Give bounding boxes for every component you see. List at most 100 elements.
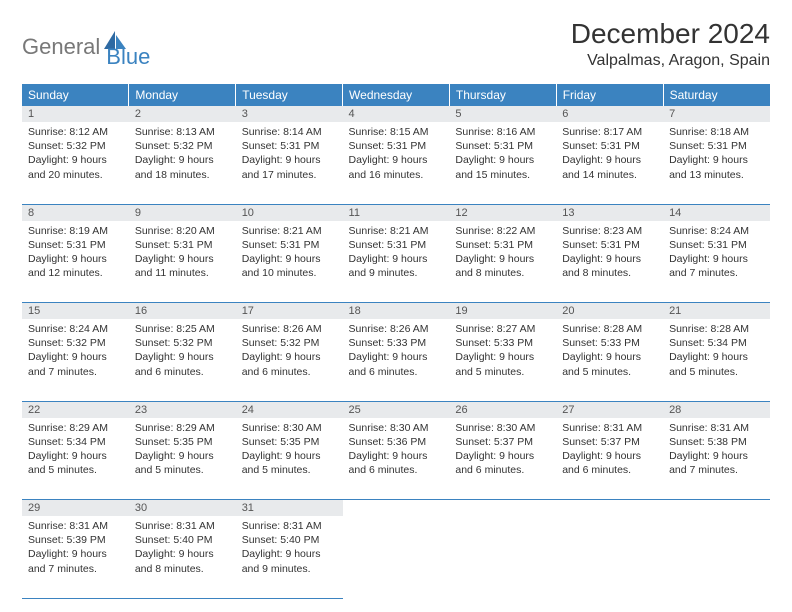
daylight-text-1: Daylight: 9 hours: [349, 252, 444, 266]
daynum-row: 22232425262728: [22, 401, 770, 418]
daylight-text-1: Daylight: 9 hours: [135, 547, 230, 561]
daylight-text-2: and 5 minutes.: [135, 463, 230, 477]
daylight-text-2: and 15 minutes.: [455, 168, 550, 182]
daylight-text-1: Daylight: 9 hours: [28, 547, 123, 561]
day-cell: Sunrise: 8:20 AMSunset: 5:31 PMDaylight:…: [129, 221, 236, 303]
daylight-text-1: Daylight: 9 hours: [669, 153, 764, 167]
sunset-text: Sunset: 5:31 PM: [455, 139, 550, 153]
logo: General Blue: [22, 24, 150, 70]
sunrise-text: Sunrise: 8:29 AM: [135, 421, 230, 435]
day-cell: Sunrise: 8:15 AMSunset: 5:31 PMDaylight:…: [343, 122, 450, 204]
day-cell: [449, 516, 556, 598]
daylight-text-1: Daylight: 9 hours: [28, 153, 123, 167]
weekday-header: Thursday: [449, 84, 556, 106]
daylight-text-1: Daylight: 9 hours: [455, 153, 550, 167]
weekday-header: Sunday: [22, 84, 129, 106]
day-number: 14: [663, 204, 770, 221]
daylight-text-1: Daylight: 9 hours: [242, 449, 337, 463]
sunset-text: Sunset: 5:31 PM: [562, 238, 657, 252]
week-row: Sunrise: 8:12 AMSunset: 5:32 PMDaylight:…: [22, 122, 770, 204]
daylight-text-2: and 5 minutes.: [455, 365, 550, 379]
weekday-header: Monday: [129, 84, 236, 106]
sunrise-text: Sunrise: 8:31 AM: [669, 421, 764, 435]
daylight-text-1: Daylight: 9 hours: [28, 449, 123, 463]
weekday-header: Saturday: [663, 84, 770, 106]
sunset-text: Sunset: 5:34 PM: [28, 435, 123, 449]
sunrise-text: Sunrise: 8:13 AM: [135, 125, 230, 139]
sunrise-text: Sunrise: 8:18 AM: [669, 125, 764, 139]
day-cell: Sunrise: 8:18 AMSunset: 5:31 PMDaylight:…: [663, 122, 770, 204]
day-cell: Sunrise: 8:24 AMSunset: 5:31 PMDaylight:…: [663, 221, 770, 303]
daylight-text-2: and 17 minutes.: [242, 168, 337, 182]
daylight-text-1: Daylight: 9 hours: [28, 252, 123, 266]
daylight-text-2: and 8 minutes.: [562, 266, 657, 280]
sunset-text: Sunset: 5:35 PM: [135, 435, 230, 449]
day-cell: Sunrise: 8:25 AMSunset: 5:32 PMDaylight:…: [129, 319, 236, 401]
daylight-text-2: and 10 minutes.: [242, 266, 337, 280]
sunrise-text: Sunrise: 8:21 AM: [242, 224, 337, 238]
sunset-text: Sunset: 5:31 PM: [242, 139, 337, 153]
day-number: 19: [449, 303, 556, 320]
day-number: 16: [129, 303, 236, 320]
daylight-text-2: and 5 minutes.: [28, 463, 123, 477]
daylight-text-1: Daylight: 9 hours: [135, 449, 230, 463]
sunrise-text: Sunrise: 8:26 AM: [242, 322, 337, 336]
sunrise-text: Sunrise: 8:28 AM: [669, 322, 764, 336]
daylight-text-1: Daylight: 9 hours: [135, 153, 230, 167]
month-title: December 2024: [571, 18, 770, 50]
daylight-text-2: and 8 minutes.: [135, 562, 230, 576]
sunset-text: Sunset: 5:37 PM: [562, 435, 657, 449]
daylight-text-2: and 6 minutes.: [455, 463, 550, 477]
day-number: 8: [22, 204, 129, 221]
weekday-header: Friday: [556, 84, 663, 106]
day-number: 27: [556, 401, 663, 418]
day-cell: Sunrise: 8:14 AMSunset: 5:31 PMDaylight:…: [236, 122, 343, 204]
daylight-text-1: Daylight: 9 hours: [349, 449, 444, 463]
sunset-text: Sunset: 5:32 PM: [28, 139, 123, 153]
sunset-text: Sunset: 5:34 PM: [669, 336, 764, 350]
daylight-text-1: Daylight: 9 hours: [562, 449, 657, 463]
sunset-text: Sunset: 5:31 PM: [135, 238, 230, 252]
day-cell: Sunrise: 8:31 AMSunset: 5:37 PMDaylight:…: [556, 418, 663, 500]
weekday-header-row: Sunday Monday Tuesday Wednesday Thursday…: [22, 84, 770, 106]
sunset-text: Sunset: 5:39 PM: [28, 533, 123, 547]
sunrise-text: Sunrise: 8:15 AM: [349, 125, 444, 139]
daylight-text-1: Daylight: 9 hours: [669, 350, 764, 364]
day-cell: Sunrise: 8:30 AMSunset: 5:35 PMDaylight:…: [236, 418, 343, 500]
daylight-text-1: Daylight: 9 hours: [242, 547, 337, 561]
day-cell: Sunrise: 8:17 AMSunset: 5:31 PMDaylight:…: [556, 122, 663, 204]
sunset-text: Sunset: 5:31 PM: [669, 139, 764, 153]
title-block: December 2024 Valpalmas, Aragon, Spain: [571, 18, 770, 70]
day-cell: Sunrise: 8:21 AMSunset: 5:31 PMDaylight:…: [236, 221, 343, 303]
day-number: 12: [449, 204, 556, 221]
sunset-text: Sunset: 5:32 PM: [242, 336, 337, 350]
sunrise-text: Sunrise: 8:29 AM: [28, 421, 123, 435]
daynum-row: 1234567: [22, 106, 770, 122]
day-number: 31: [236, 500, 343, 517]
day-number: 9: [129, 204, 236, 221]
day-number: [449, 500, 556, 517]
sunset-text: Sunset: 5:33 PM: [455, 336, 550, 350]
weekday-header: Wednesday: [343, 84, 450, 106]
day-number: 20: [556, 303, 663, 320]
day-cell: Sunrise: 8:31 AMSunset: 5:40 PMDaylight:…: [236, 516, 343, 598]
daylight-text-2: and 6 minutes.: [349, 463, 444, 477]
day-cell: [663, 516, 770, 598]
daylight-text-2: and 9 minutes.: [349, 266, 444, 280]
daylight-text-2: and 6 minutes.: [242, 365, 337, 379]
location-text: Valpalmas, Aragon, Spain: [571, 52, 770, 70]
sunset-text: Sunset: 5:31 PM: [455, 238, 550, 252]
daylight-text-1: Daylight: 9 hours: [669, 252, 764, 266]
sunrise-text: Sunrise: 8:26 AM: [349, 322, 444, 336]
day-number: 30: [129, 500, 236, 517]
sunrise-text: Sunrise: 8:16 AM: [455, 125, 550, 139]
day-cell: Sunrise: 8:26 AMSunset: 5:32 PMDaylight:…: [236, 319, 343, 401]
day-number: 28: [663, 401, 770, 418]
daylight-text-1: Daylight: 9 hours: [562, 350, 657, 364]
sunset-text: Sunset: 5:31 PM: [242, 238, 337, 252]
daylight-text-2: and 13 minutes.: [669, 168, 764, 182]
daylight-text-2: and 6 minutes.: [349, 365, 444, 379]
sunset-text: Sunset: 5:40 PM: [242, 533, 337, 547]
sunrise-text: Sunrise: 8:30 AM: [242, 421, 337, 435]
daylight-text-1: Daylight: 9 hours: [135, 252, 230, 266]
